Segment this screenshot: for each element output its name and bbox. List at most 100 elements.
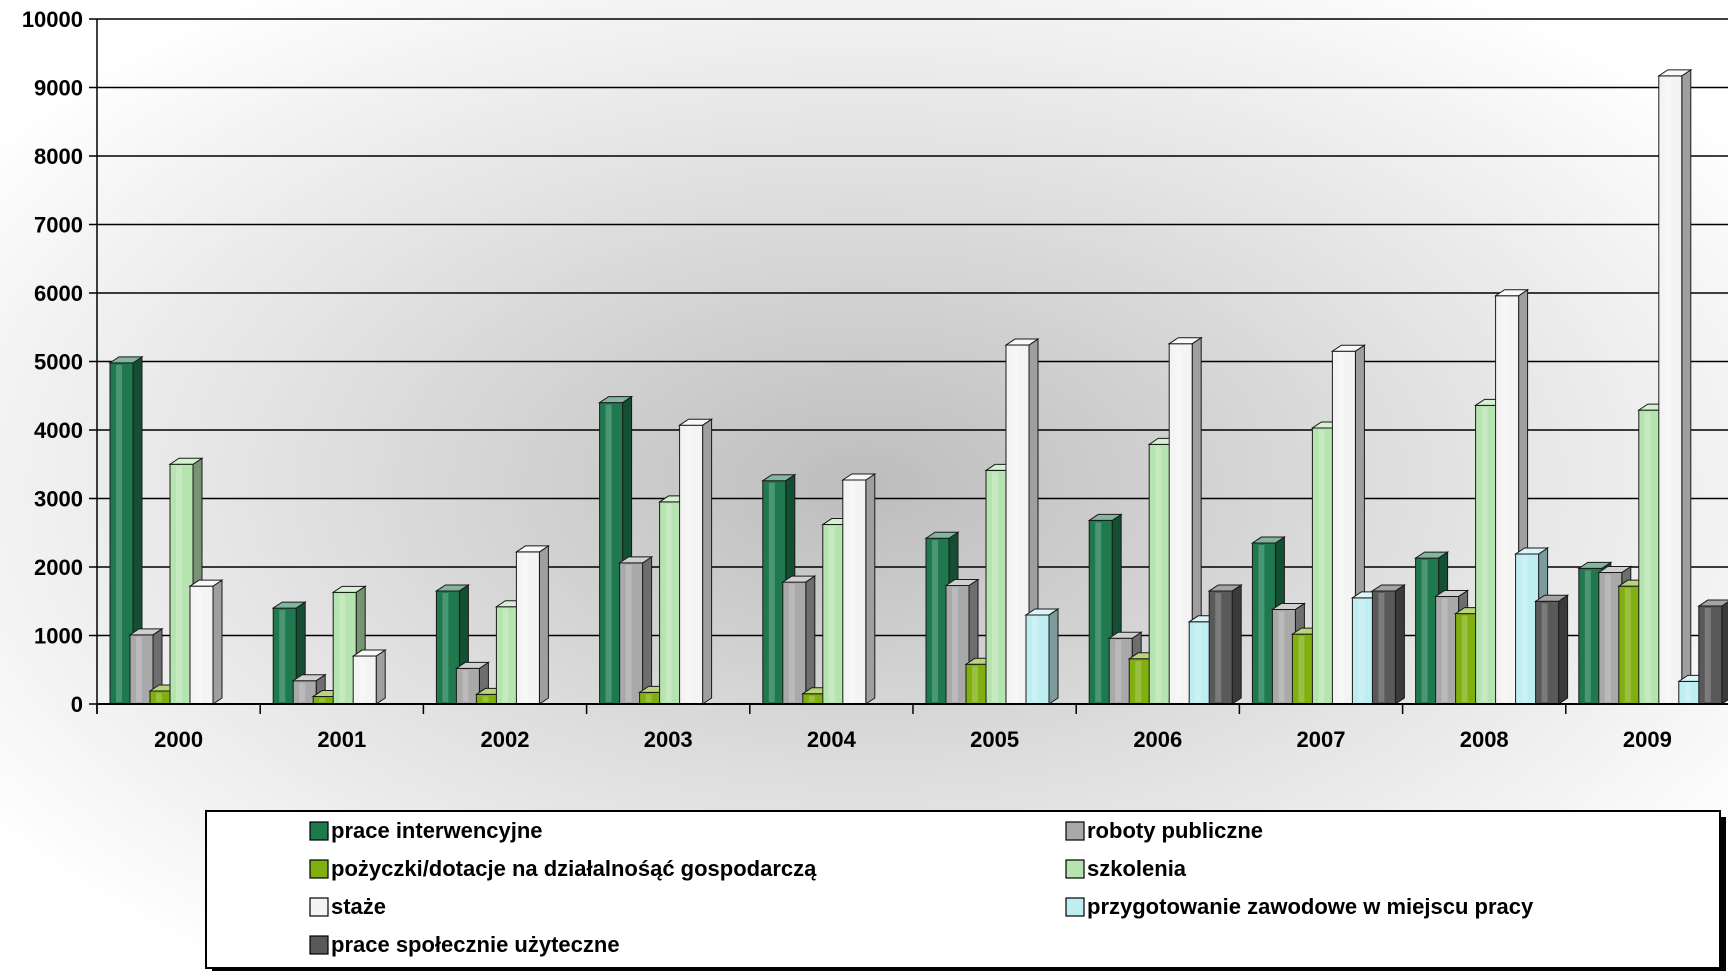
bar-highlight [788,584,795,702]
x-tick-label: 2002 [481,727,530,752]
bar-side [1681,68,1692,705]
bar-top [331,585,367,593]
bar [351,649,387,705]
bar-highlight [339,594,346,702]
bar-highlight [1461,615,1468,702]
bar-side [1394,584,1405,705]
bar-top [1024,608,1060,616]
bar-highlight [1584,570,1591,702]
y-tick-label: 9000 [34,76,83,101]
bar-highlight [1278,611,1285,702]
bar-side [1721,601,1728,705]
bar-side [375,649,386,705]
legend-swatch [309,859,329,879]
x-tick-label: 2009 [1623,727,1672,752]
x-tick-label: 2001 [317,727,366,752]
bar [781,575,817,705]
bar-highlight [952,587,958,702]
bar [1533,594,1570,705]
bar-highlight [768,482,775,702]
bar-highlight [1501,297,1508,702]
bar-side [702,418,713,705]
bar-top [1370,584,1407,592]
bar-highlight [1521,555,1528,702]
x-tick-label: 2003 [644,727,693,752]
bar [1024,608,1060,705]
bar-top [128,628,164,636]
bar [1167,336,1203,705]
bar-top [1493,289,1530,297]
bar-highlight [442,592,449,702]
bar-highlight [1481,407,1488,702]
bar-top [108,356,144,364]
bar-top [677,418,714,426]
bar-highlight [992,472,998,702]
x-tick-label: 2005 [970,727,1019,752]
bar-highlight [1624,588,1631,702]
bar-top [597,396,634,404]
bar-top [781,575,817,583]
bar [108,355,144,705]
x-tick-label: 2006 [1133,727,1182,752]
bar [1207,584,1243,705]
bar-highlight [1215,592,1222,702]
bar-top [514,545,551,553]
legend-label: pożyczki/dotacje na działalnośąć gospoda… [331,856,817,881]
bar-top [1167,337,1203,345]
bar [677,418,714,705]
bar-top [1697,599,1728,607]
bar-highlight [1298,636,1305,702]
bar-highlight [279,610,286,702]
bar [1697,599,1728,705]
bar-highlight [1318,429,1325,702]
bar-top [1330,344,1367,352]
bar [271,601,307,705]
bar-top [1207,584,1243,592]
bar-top [924,531,960,539]
bar-top [454,661,491,669]
x-tick-label: 2000 [154,727,203,752]
y-tick-label: 5000 [34,350,83,375]
bar-highlight [156,692,162,702]
bar-top [1597,565,1633,573]
bar-top [1004,338,1040,346]
bar-highlight [359,658,366,702]
bar-top [434,584,471,592]
bar [1370,584,1407,705]
y-tick-label: 3000 [34,487,83,512]
bar-highlight [625,564,632,702]
y-tick-label: 7000 [34,213,83,238]
bar-top [1513,547,1550,555]
bar-highlight [136,636,142,702]
bar-highlight [522,553,529,702]
legend-swatch [1065,897,1085,917]
bar-highlight [1258,545,1265,702]
bar-highlight [1175,345,1182,702]
bar-top [1413,551,1450,559]
bar-highlight [1012,347,1018,702]
x-tick-label: 2008 [1460,727,1509,752]
bar-side [642,555,653,705]
bar-top [1577,561,1613,569]
bar-highlight [196,588,202,702]
bar-top [1433,589,1470,597]
bar-top [168,457,204,465]
y-tick-label: 2000 [34,555,83,580]
bar-highlight [319,698,326,702]
bar-highlight [972,666,978,702]
bar-highlight [502,608,509,702]
bar-highlight [1604,574,1611,702]
bar-highlight [1358,599,1365,702]
bar-top [1107,631,1143,639]
legend-label: staże [331,894,386,919]
bar-top [841,473,877,481]
bar-highlight [1195,623,1202,702]
legend-label: roboty publiczne [1087,818,1263,843]
bar-top [1250,536,1287,544]
y-tick-label: 10000 [22,7,83,32]
bar-top [271,601,307,609]
bar-highlight [848,482,855,702]
bar [841,473,877,705]
